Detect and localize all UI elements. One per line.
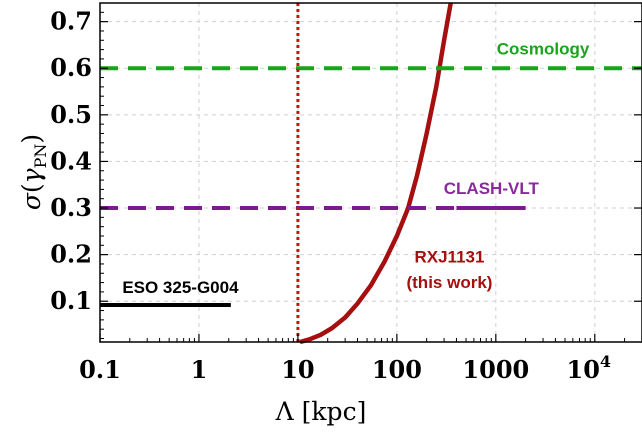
y-tick-label: 0.2 (50, 240, 92, 269)
ticks: 0.1 1 10 100 1000 104 0.1 0.2 0.3 0.4 0.5 0.6 0.7 (50, 7, 642, 384)
series-layer (100, 2, 642, 345)
y-tick-label: 0.4 (50, 146, 92, 175)
plot-frame (99, 2, 642, 343)
x-axis-title: Λ [kpc] (275, 397, 367, 426)
y-tick-label: 0.3 (50, 193, 92, 222)
x-tick-label: 1000 (462, 355, 529, 384)
x-tick-label: 100 (372, 355, 422, 384)
annotations: Cosmology CLASH-VLT ESO 325-G004 RXJ1131 (th… (122, 39, 590, 297)
x-tick-label: 1 (191, 355, 208, 384)
x-tick-label: 0.1 (79, 355, 121, 384)
y-axis-title: σ(γPN) (17, 134, 50, 210)
x-tick-label: 10 (281, 355, 314, 384)
annotation-rxj1131: RXJ1131 (414, 248, 484, 267)
x-tick-label: 104 (567, 352, 612, 384)
y-tick-label: 0.7 (50, 7, 92, 36)
annotation-cosmology: Cosmology (497, 39, 590, 58)
y-tick-label: 0.1 (50, 286, 92, 315)
series-rxj1131-this-work (299, 2, 453, 345)
annotation-this-work: (this work) (406, 273, 492, 292)
annotation-clash-vlt: CLASH-VLT (444, 179, 540, 198)
svg-text:σ(γPN): σ(γPN) (17, 134, 50, 210)
y-tick-label: 0.5 (50, 100, 92, 129)
annotation-eso-325-g004: ESO 325-G004 (122, 278, 239, 297)
y-tick-label: 0.6 (50, 53, 92, 82)
